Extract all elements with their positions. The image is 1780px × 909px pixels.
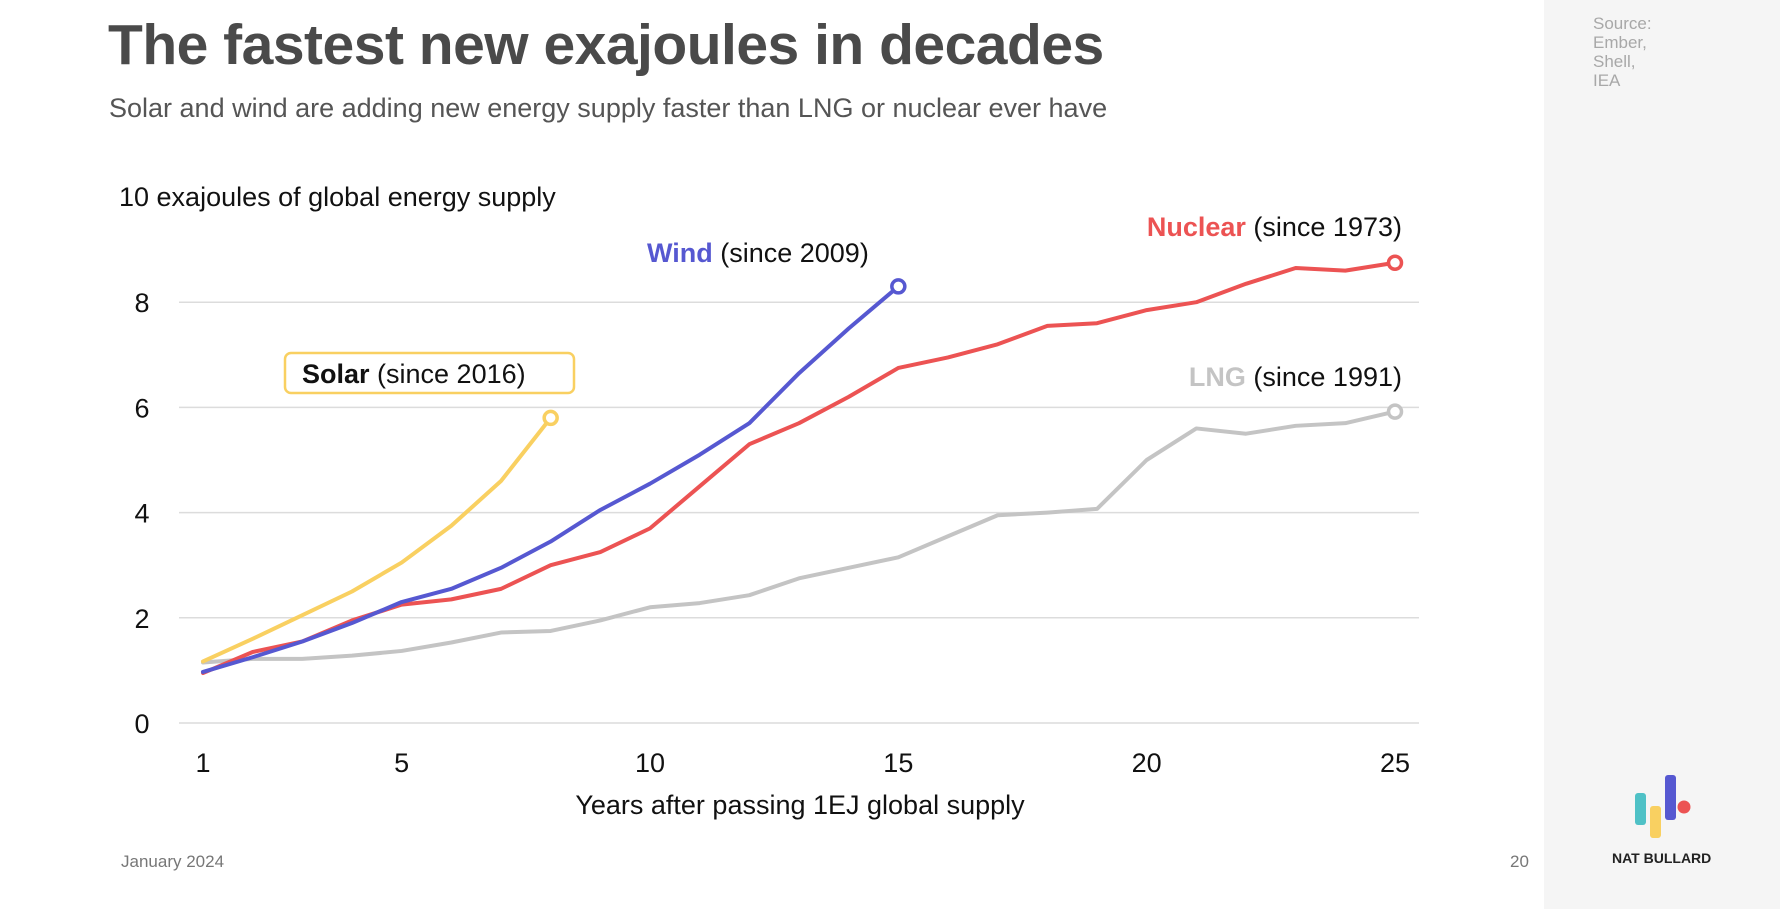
x-tick-label: 15 [883, 748, 913, 778]
y-tick-label: 6 [134, 393, 149, 423]
source-line: Source: [1593, 14, 1652, 33]
source-line: Ember, [1593, 33, 1647, 52]
y-tick-label: 2 [134, 604, 149, 634]
source-line: IEA [1593, 71, 1621, 90]
solar-line [201, 415, 553, 664]
nuclear-line [201, 260, 1397, 676]
y-tick-label: 4 [134, 499, 149, 529]
wind-label: Wind (since 2009) [647, 238, 869, 268]
page-title: The fastest new exajoules in decades [108, 13, 1104, 77]
x-tick-label: 10 [635, 748, 665, 778]
nuclear-endpoint [1386, 254, 1404, 271]
x-axis-label: Years after passing 1EJ global supply [575, 790, 1025, 820]
y-axis-label: 10 exajoules of global energy supply [119, 182, 556, 212]
lng-label-name: LNG [1189, 362, 1246, 392]
x-tick-label: 1 [195, 748, 210, 778]
nuclear-label-name: Nuclear [1147, 212, 1247, 242]
logo-bar-blue [1665, 775, 1676, 820]
lng-label: LNG (since 1991) [1189, 362, 1402, 392]
solar-endpoint [542, 409, 559, 427]
lng-label-since: (since 1991) [1246, 362, 1402, 392]
x-tick-label: 20 [1132, 748, 1162, 778]
page-number: 20 [1510, 852, 1529, 871]
lng-line [201, 409, 1397, 665]
wind-line [201, 284, 901, 674]
solar-label-name: Solar [302, 359, 370, 389]
x-tick-label: 5 [394, 748, 409, 778]
solar-label-box [283, 351, 576, 395]
nuclear-label: Nuclear (since 1973) [1147, 212, 1402, 242]
logo-bar-yellow [1650, 806, 1661, 838]
footer-date: January 2024 [121, 852, 225, 871]
solar-label-since: (since 2016) [370, 359, 526, 389]
source-note: Source: Ember, Shell, IEA [1593, 14, 1673, 90]
logo-dot-red [1677, 800, 1691, 814]
wind-label-name: Wind [647, 238, 713, 268]
wind-endpoint [890, 278, 907, 295]
wind-label-since: (since 2009) [713, 238, 869, 268]
side-panel [1544, 0, 1780, 909]
brand-name: NAT BULLARD [1612, 850, 1712, 866]
y-tick-label: 8 [134, 288, 149, 318]
logo [1635, 775, 1691, 838]
source-line: Shell, [1593, 52, 1636, 71]
solar-label: Solar (since 2016) [302, 359, 526, 389]
nuclear-label-since: (since 1973) [1246, 212, 1402, 242]
y-tick-label: 0 [134, 709, 149, 739]
page-subtitle: Solar and wind are adding new energy sup… [109, 93, 1108, 123]
lng-endpoint [1386, 403, 1404, 420]
logo-bar-teal [1635, 793, 1646, 825]
x-tick-label: 25 [1380, 748, 1410, 778]
